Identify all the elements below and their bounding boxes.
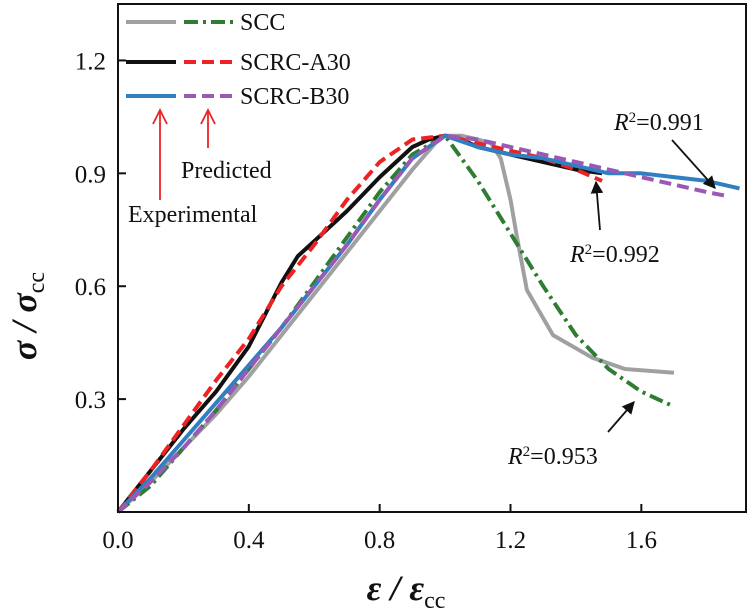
legend-label-scrc-b30: SCRC-B30 [240, 84, 349, 110]
series-line-scrc-a30-predicted [116, 133, 603, 514]
series-line-scc-predicted [116, 133, 675, 514]
y-tick-label: 0.9 [75, 161, 106, 188]
r2-value: =0.991 [636, 110, 704, 136]
series-line-scrc-b30-experimental [116, 133, 740, 514]
r2-exponent: 2 [629, 110, 637, 126]
legend-notes: Predicted Experimental [128, 107, 272, 228]
r2-exponent: 2 [585, 242, 593, 258]
plot-lines [116, 133, 740, 514]
r2-arrow-scc [607, 401, 635, 433]
plot-frame [117, 3, 747, 513]
x-tick-label: 0.4 [233, 527, 265, 554]
r2-annotation-scrc-a30: R2=0.992 [569, 180, 660, 268]
x-tick-label: 1.6 [626, 527, 657, 554]
predicted-arrow-head [200, 107, 216, 125]
legend-entry-scrc-a30: SCRC-A30 [126, 50, 351, 76]
r2-label-scrc-a30: R2=0.992 [569, 242, 660, 268]
r2-arrow-scrc-a30 [590, 180, 604, 231]
predicted-note: Predicted [181, 158, 272, 184]
r2-annotations: R2=0.991 R2=0.992 R2=0.953 [507, 110, 716, 470]
y-axis-title: σ / σcc [4, 272, 50, 360]
r2-annotation-scrc-b30: R2=0.991 [613, 110, 716, 189]
series-line-scrc-b30-predicted [116, 133, 727, 514]
legend-entry-scc: SCC [126, 10, 285, 36]
r2-symbol: R [569, 242, 585, 268]
axis-ticks: 0.0 0.4 0.8 1.2 1.6 0.3 0.6 0.9 1.2 [75, 48, 657, 554]
r2-symbol: R [613, 110, 629, 136]
experimental-note: Experimental [128, 202, 258, 228]
legend-entry-scrc-b30: SCRC-B30 [126, 84, 349, 110]
r2-arrow-scrc-b30 [671, 139, 716, 189]
y-tick-label: 1.2 [75, 48, 106, 75]
r2-value: =0.992 [592, 242, 660, 268]
r2-symbol: R [507, 444, 523, 470]
legend: SCC SCRC-A30 SCRC-B30 [126, 10, 351, 110]
x-tick-label: 1.2 [495, 527, 526, 554]
r2-label-scc: R2=0.953 [507, 444, 598, 470]
r2-exponent: 2 [523, 444, 531, 460]
x-axis-title-sub: cc [424, 588, 445, 613]
y-tick-label: 0.3 [75, 387, 106, 414]
y-tick-label: 0.6 [75, 274, 106, 301]
x-tick-label: 0.0 [102, 527, 133, 554]
y-axis-title-sub: cc [24, 272, 50, 293]
x-axis-title: ε / εcc [367, 568, 446, 613]
experimental-arrow-head [152, 107, 168, 125]
r2-value: =0.953 [530, 444, 598, 470]
y-axis-title-main: σ / σ [4, 292, 44, 360]
r2-annotation-scc: R2=0.953 [507, 401, 635, 470]
r2-label-scrc-b30: R2=0.991 [613, 110, 704, 136]
x-axis-title-main: ε / ε [367, 568, 425, 608]
legend-label-scc: SCC [240, 10, 285, 36]
legend-label-scrc-a30: SCRC-A30 [240, 50, 351, 76]
x-tick-label: 0.8 [364, 527, 395, 554]
